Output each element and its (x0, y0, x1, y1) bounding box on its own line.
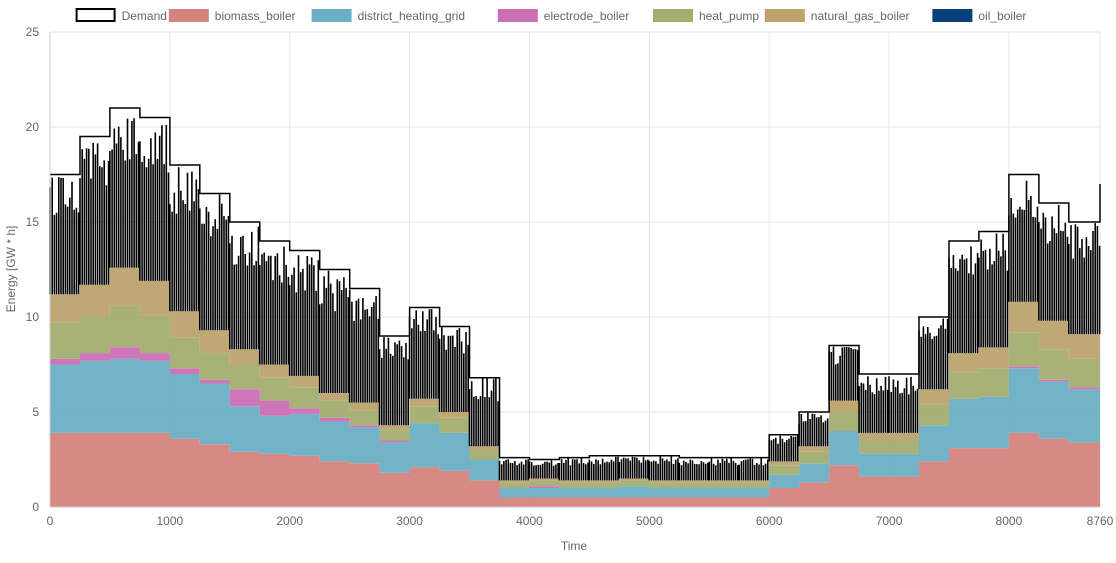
legend-item-oil-boiler[interactable]: oil_boiler (932, 9, 1026, 23)
x-tick-label: 0 (47, 514, 54, 528)
legend-label: Demand (122, 9, 167, 23)
demand-line (50, 107, 1101, 461)
legend-swatch (653, 9, 693, 22)
legend-label: natural_gas_boiler (811, 9, 910, 23)
legend-label: biomass_boiler (215, 9, 296, 23)
legend: Demand biomass_boiler district_heating_gri… (75, 8, 1026, 23)
legend-item-natural-gas-boiler[interactable]: natural_gas_boiler (764, 9, 910, 23)
legend-swatch (764, 9, 805, 22)
y-tick-label: 20 (26, 120, 40, 134)
y-tick-labels: 0 5 10 15 20 25 (26, 25, 40, 514)
area-biomass-boiler (50, 431, 1100, 507)
x-axis-label: Time (561, 539, 588, 553)
legend-item-Demand[interactable]: Demand (75, 8, 167, 23)
x-tick-label: 2000 (276, 514, 303, 528)
legend-item-district-heating-grid[interactable]: district_heating_grid (311, 9, 465, 23)
area-heat-pump (50, 305, 1100, 488)
legend-item-biomass-boiler[interactable]: biomass_boiler (168, 9, 296, 23)
legend-swatch (311, 9, 352, 22)
legend-swatch (168, 9, 209, 22)
x-tick-label: 6000 (756, 514, 783, 528)
x-tick-label: 5000 (636, 514, 663, 528)
axes (49, 32, 1100, 508)
area-district-heating-grid (50, 358, 1100, 498)
legend-label: district_heating_grid (358, 9, 465, 23)
y-tick-label: 0 (32, 500, 39, 514)
y-tick-label: 15 (26, 215, 40, 229)
legend-item-electrode-boiler[interactable]: electrode_boiler (497, 9, 629, 23)
x-tick-labels: 0 1000 2000 3000 4000 5000 6000 7000 8000 8760 (47, 514, 1114, 528)
x-tick-label: 4000 (516, 514, 543, 528)
legend-label: electrode_boiler (544, 9, 629, 23)
series-areas (50, 267, 1100, 507)
legend-swatch (932, 9, 973, 22)
y-tick-label: 25 (26, 25, 40, 39)
legend-label: oil_boiler (978, 9, 1026, 23)
y-tick-label: 5 (32, 405, 39, 419)
x-tick-label: 3000 (396, 514, 423, 528)
demand-layer (49, 107, 1101, 481)
x-tick-label: 8000 (996, 514, 1023, 528)
x-tick-label: 1000 (157, 514, 184, 528)
y-axis-label: Energy [GW * h] (4, 226, 18, 313)
legend-label: heat_pump (699, 9, 759, 23)
x-tick-label: 7000 (876, 514, 903, 528)
area-natural-gas-boiler (50, 267, 1100, 483)
legend-item-heat-pump[interactable]: heat_pump (653, 9, 759, 23)
y-tick-label: 10 (26, 310, 40, 324)
legend-swatch (497, 9, 538, 22)
legend-swatch (75, 8, 116, 22)
x-tick-label: 8760 (1087, 514, 1114, 528)
